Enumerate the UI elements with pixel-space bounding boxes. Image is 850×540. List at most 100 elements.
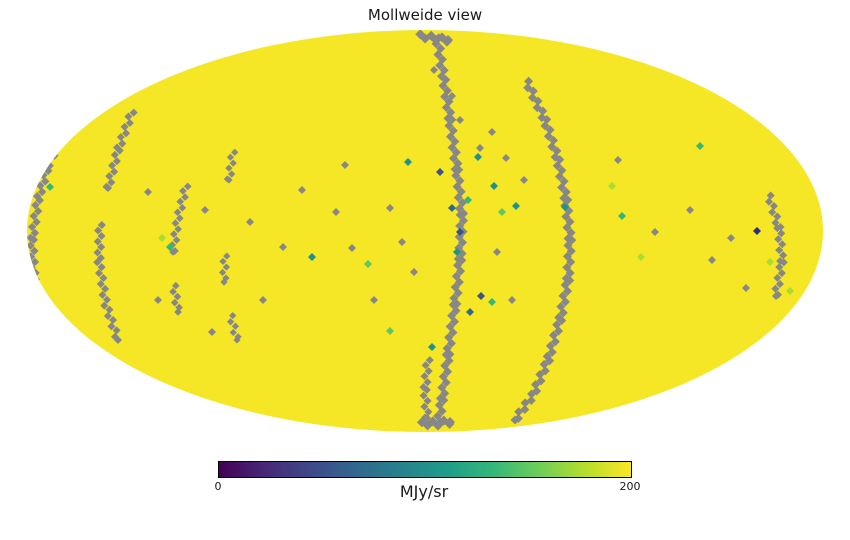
masked-pixel <box>742 284 750 292</box>
masked-pixel <box>562 223 572 233</box>
masked-pixel <box>93 248 102 257</box>
masked-pixel <box>173 292 182 301</box>
masked-pixel <box>766 191 775 200</box>
map-pixel <box>753 227 761 235</box>
masked-pixel <box>219 257 227 266</box>
masked-pixel <box>33 206 43 216</box>
masked-pixel <box>773 212 782 221</box>
masked-pixel <box>435 60 445 70</box>
masked-pixel <box>181 193 189 201</box>
map-pixel <box>488 298 496 306</box>
masked-pixel <box>102 295 111 304</box>
masked-pixel <box>40 177 50 186</box>
masked-pixel <box>170 298 179 307</box>
map-content <box>27 30 794 431</box>
masked-pixel <box>225 164 233 172</box>
masked-pixel <box>488 128 496 136</box>
colorbar <box>218 461 632 478</box>
masked-pixel <box>524 76 534 86</box>
masked-pixel <box>298 186 306 194</box>
masked-pixel <box>218 268 227 277</box>
masked-pixel <box>110 150 119 159</box>
map-pixel <box>46 183 54 191</box>
masked-pixel <box>448 327 458 337</box>
masked-pixel <box>29 211 38 221</box>
map-pixel <box>512 202 520 210</box>
masked-pixel <box>453 193 463 203</box>
masked-pixel <box>538 106 548 116</box>
masked-pixel <box>36 181 45 190</box>
colorbar-gradient <box>219 462 631 477</box>
masked-pixel <box>98 290 107 299</box>
masked-pixel <box>651 228 659 236</box>
masked-pixel <box>208 328 216 336</box>
masked-pixel <box>771 284 780 293</box>
masked-pixel <box>107 178 116 187</box>
masked-pixel <box>502 154 510 162</box>
masked-pixel <box>476 144 484 152</box>
masked-pixel <box>443 367 453 377</box>
masked-pixel <box>439 395 449 405</box>
masked-pixel <box>527 389 537 399</box>
masked-pixel <box>231 322 240 330</box>
masked-pixel <box>34 286 43 295</box>
masked-pixel <box>171 281 180 290</box>
masked-pixel <box>536 376 546 386</box>
map-pixel <box>477 292 485 300</box>
masked-pixel <box>154 296 162 304</box>
map-pixel <box>637 253 645 261</box>
masked-pixel <box>777 269 786 278</box>
masked-pixel <box>614 156 622 164</box>
masked-pixel <box>118 139 127 148</box>
masked-pixel <box>452 182 462 192</box>
masked-pixel <box>423 414 431 422</box>
masked-pixel <box>448 92 456 100</box>
map-pixel <box>166 243 174 251</box>
masked-pixel <box>30 257 40 267</box>
map-pixel <box>436 168 444 176</box>
masked-pixel <box>775 279 784 288</box>
masked-pixel <box>114 336 122 344</box>
masked-pixel <box>61 360 70 369</box>
masked-pixel <box>49 144 58 154</box>
masked-pixel <box>54 141 64 150</box>
masked-pixel <box>433 50 443 60</box>
masked-pixel <box>425 356 434 365</box>
masked-pixel <box>97 221 106 230</box>
masked-pixel <box>27 233 35 243</box>
masked-pixel <box>115 146 124 155</box>
masked-pixel <box>94 226 103 235</box>
masked-pixel <box>93 258 102 267</box>
masked-pixel <box>777 229 786 238</box>
masked-pixel <box>441 102 451 112</box>
masked-pixel <box>451 171 461 181</box>
masked-pixel <box>775 246 784 255</box>
map-pixel <box>696 142 704 150</box>
masked-pixel <box>557 316 567 326</box>
masked-pixel <box>552 161 562 171</box>
masked-pixel <box>773 224 782 233</box>
masked-pixel <box>451 306 461 316</box>
masked-pixel <box>421 361 430 370</box>
masked-pixel <box>259 296 267 304</box>
masked-pixel <box>554 172 564 182</box>
masked-pixel <box>44 331 54 341</box>
masked-pixel <box>424 367 433 376</box>
masked-pixel <box>59 131 68 140</box>
map-pixel <box>428 343 436 351</box>
map-pixel <box>608 182 616 190</box>
masked-pixel <box>398 238 406 246</box>
masked-pixel <box>97 232 106 241</box>
masked-pixel <box>223 252 231 260</box>
map-pixel <box>786 287 794 295</box>
masked-pixel <box>774 235 783 244</box>
masked-pixel <box>34 303 43 312</box>
masked-pixel <box>63 360 73 370</box>
masked-pixel <box>561 212 571 222</box>
masked-pixel <box>229 328 237 337</box>
masked-pixel <box>535 369 545 379</box>
masked-pixel <box>174 225 182 233</box>
masked-pixel <box>179 187 187 195</box>
masked-pixel <box>779 251 788 260</box>
masked-pixel <box>105 305 114 314</box>
